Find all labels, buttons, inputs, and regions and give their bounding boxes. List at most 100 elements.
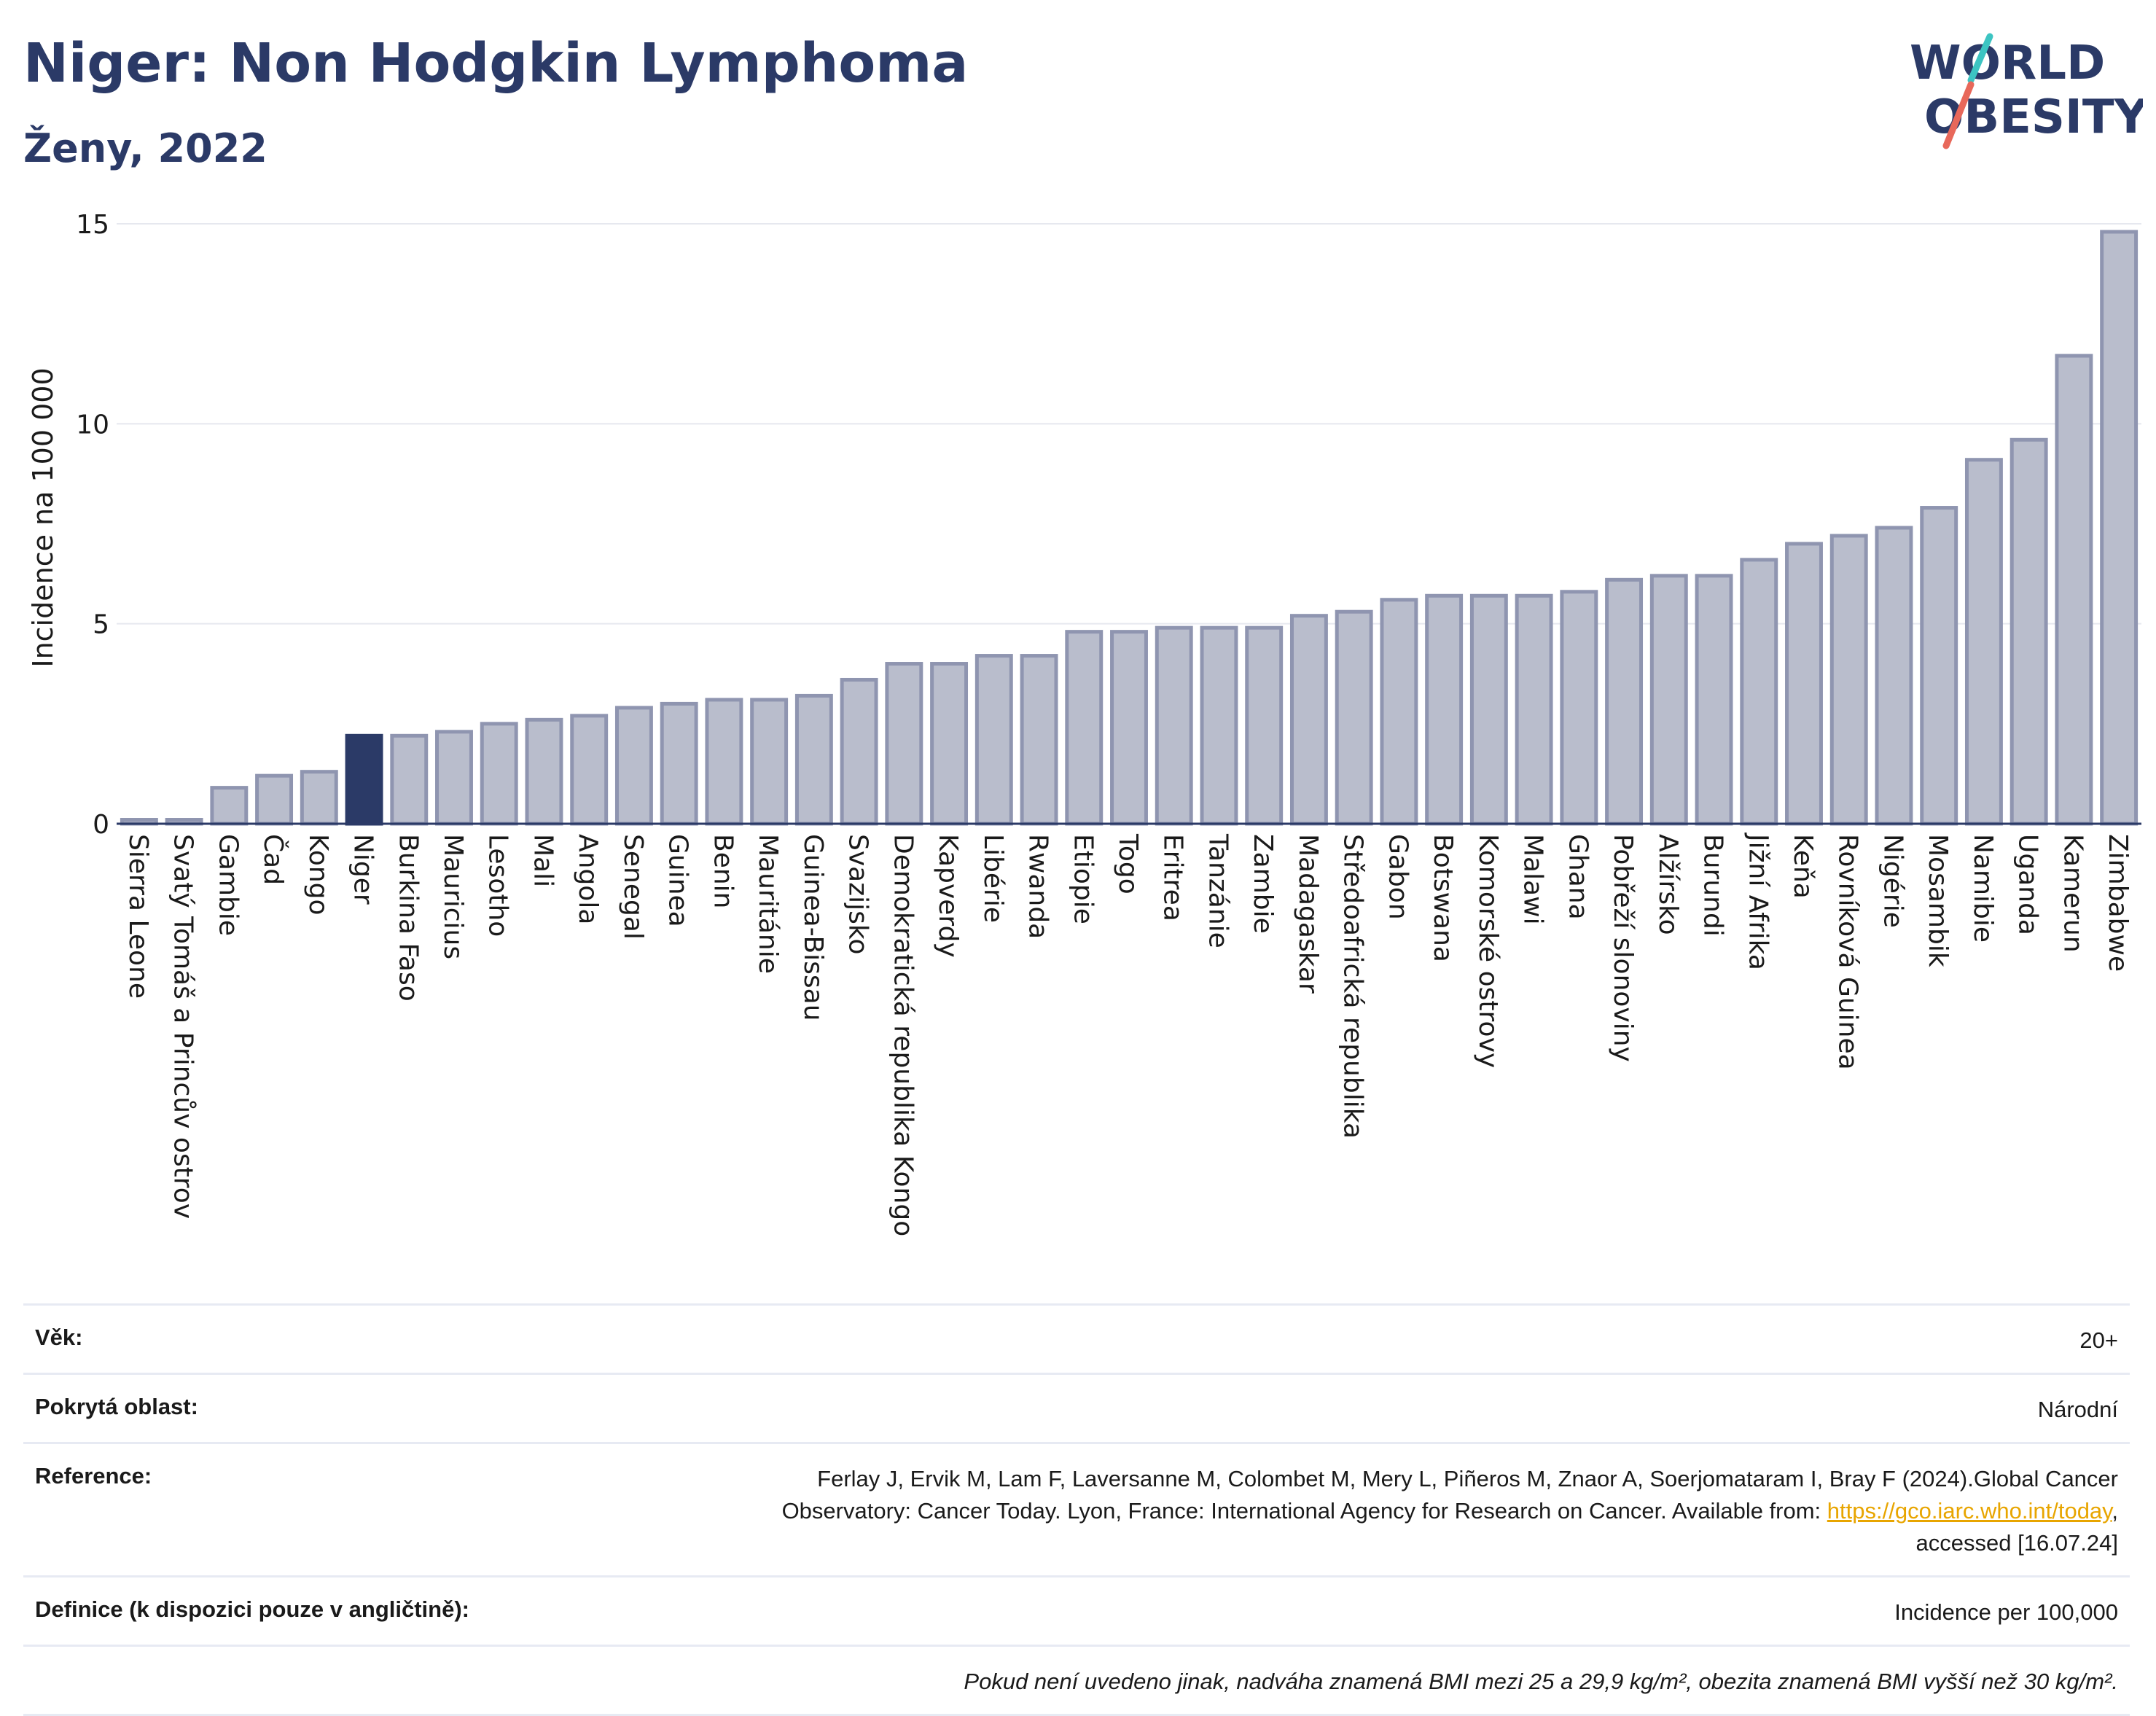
bar-maurit-nie[interactable] bbox=[750, 698, 789, 826]
bar-rwanda[interactable] bbox=[1020, 654, 1058, 826]
x-tick-label: Gambie bbox=[213, 834, 243, 936]
bar-burundi[interactable] bbox=[1695, 574, 1733, 826]
bar-pob-e-slonoviny[interactable] bbox=[1605, 577, 1644, 826]
bar-mali[interactable] bbox=[525, 717, 563, 826]
bar-rovn-kov-guinea[interactable] bbox=[1829, 534, 1868, 826]
y-tick-label: 0 bbox=[93, 810, 109, 840]
bar-demokratick-republika-kongo[interactable] bbox=[885, 662, 923, 826]
meta-row-note: Pokud není uvedeno jinak, nadváha znamen… bbox=[23, 1645, 2130, 1716]
bar-gambie[interactable] bbox=[210, 786, 249, 826]
x-tick-label: Demokratická republika Kongo bbox=[888, 834, 918, 1236]
reference-text-3: , bbox=[2112, 1498, 2118, 1524]
x-tick-label: Sierra Leone bbox=[123, 834, 153, 999]
bar-ji-n-afrika[interactable] bbox=[1740, 558, 1778, 826]
y-tick-label: 5 bbox=[93, 610, 109, 640]
bar-togo[interactable] bbox=[1110, 630, 1148, 826]
x-tick-label: Čad bbox=[258, 834, 289, 885]
bar-guinea-bissau[interactable] bbox=[794, 693, 833, 826]
bar-malawi[interactable] bbox=[1515, 593, 1553, 826]
x-tick-label: Libérie bbox=[978, 834, 1008, 923]
page-subtitle: Ženy, 2022 bbox=[23, 125, 267, 171]
reference-value: Ferlay J, Ervik M, Lam F, Laversanne M, … bbox=[782, 1463, 2118, 1559]
reference-text-2: Observatory: Cancer Today. Lyon, France:… bbox=[781, 1498, 1827, 1524]
x-tick-label: Namibie bbox=[1968, 834, 1998, 943]
meta-row-definition: Definice (k dispozici pouze v angličtině… bbox=[23, 1575, 2130, 1645]
x-tick-label: Ghana bbox=[1563, 834, 1593, 920]
x-tick-label: Komorské ostrovy bbox=[1473, 834, 1503, 1068]
bar-st-edoafrick-republika[interactable] bbox=[1335, 609, 1373, 826]
bar-angola[interactable] bbox=[570, 714, 609, 826]
bar-lesotho[interactable] bbox=[480, 722, 518, 826]
bar-tanz-nie[interactable] bbox=[1200, 625, 1238, 826]
bar-etiopie[interactable] bbox=[1065, 630, 1104, 826]
reference-text-4: accessed [16.07.24] bbox=[1915, 1530, 2118, 1556]
x-tick-label: Rovníková Guinea bbox=[1833, 834, 1863, 1070]
x-tick-label: Angola bbox=[573, 834, 603, 924]
x-tick-label: Niger bbox=[348, 834, 378, 905]
bar-chart: 0 5 10 15 Sierra Leone Svatý Tomáš a Princův … bbox=[27, 210, 2141, 1236]
x-tick-label: Benin bbox=[708, 834, 738, 908]
age-label: Věk: bbox=[35, 1325, 83, 1350]
bar-kongo[interactable] bbox=[300, 770, 338, 826]
bar-benin[interactable] bbox=[705, 698, 743, 826]
bar-lib-rie[interactable] bbox=[975, 654, 1013, 826]
bar-kamerun[interactable] bbox=[2055, 354, 2093, 826]
bar-namibie[interactable] bbox=[1964, 458, 2003, 826]
x-tick-label: Guinea-Bissau bbox=[798, 834, 828, 1021]
x-tick-label: Svatý Tomáš a Princův ostrov bbox=[168, 834, 198, 1219]
area-label: Pokrytá oblast: bbox=[35, 1394, 198, 1419]
axis-layer: 0 5 10 15 Sierra Leone Svatý Tomáš a Princův … bbox=[76, 210, 2141, 1236]
page-title: Niger: Non Hodgkin Lymphoma bbox=[23, 32, 969, 95]
bar--ad[interactable] bbox=[255, 773, 294, 826]
bar-niger[interactable] bbox=[345, 733, 383, 826]
x-tick-label: Kapverdy bbox=[933, 834, 963, 958]
x-tick-label: Nigérie bbox=[1878, 834, 1907, 928]
x-tick-label: Togo bbox=[1113, 833, 1143, 894]
x-tick-label: Kamerun bbox=[2058, 834, 2087, 953]
logo-slash-red bbox=[1942, 81, 1975, 149]
x-tick-label: Senegal bbox=[618, 834, 648, 940]
bar-mosambik[interactable] bbox=[1920, 506, 1958, 826]
age-value: 20+ bbox=[2079, 1327, 2118, 1353]
world-obesity-logo: WORLD OBESITY bbox=[1910, 33, 2143, 149]
x-tick-label: Eritrea bbox=[1158, 834, 1188, 921]
reference-label: Reference: bbox=[35, 1463, 152, 1489]
bar-senegal[interactable] bbox=[614, 706, 653, 826]
bar-zimbabwe[interactable] bbox=[2100, 230, 2139, 826]
metadata-table: Věk: 20+ Pokrytá oblast: Národní Referen… bbox=[23, 1303, 2130, 1716]
bar-al-rsko[interactable] bbox=[1649, 574, 1688, 826]
x-tick-label: Alžírsko bbox=[1653, 834, 1683, 935]
x-tick-label: Rwanda bbox=[1023, 834, 1053, 939]
y-tick-label: 15 bbox=[76, 210, 109, 240]
x-tick-label: Zambie bbox=[1248, 834, 1278, 934]
bar-mauricius[interactable] bbox=[435, 730, 473, 826]
bar-komorsk-ostrovy[interactable] bbox=[1469, 593, 1508, 826]
bar-ke-a[interactable] bbox=[1785, 542, 1823, 826]
bar-burkina-faso[interactable] bbox=[390, 733, 429, 826]
bmi-note: Pokud není uvedeno jinak, nadváha znamen… bbox=[964, 1669, 2118, 1694]
x-tick-label: Svazijsko bbox=[843, 834, 873, 954]
x-tick-label: Malawi bbox=[1518, 834, 1548, 925]
y-tick-label: 10 bbox=[76, 410, 109, 440]
bar-guinea[interactable] bbox=[660, 701, 698, 826]
definition-value: Incidence per 100,000 bbox=[1894, 1599, 2118, 1625]
x-tick-label: Zimbabwe bbox=[2103, 834, 2133, 972]
x-tick-label: Burkina Faso bbox=[393, 834, 423, 1002]
bar-nig-rie[interactable] bbox=[1875, 526, 1913, 826]
reference-link[interactable]: https://gco.iarc.who.int/today bbox=[1827, 1498, 2112, 1524]
bar-kapverdy[interactable] bbox=[930, 662, 969, 826]
bar-zambie[interactable] bbox=[1245, 625, 1284, 826]
bar-botswana[interactable] bbox=[1425, 593, 1464, 826]
bar-madagaskar[interactable] bbox=[1289, 614, 1328, 826]
bar-ghana[interactable] bbox=[1560, 590, 1598, 826]
x-tick-label: Lesotho bbox=[483, 834, 513, 937]
bar-eritrea[interactable] bbox=[1155, 625, 1193, 826]
x-tick-label: Uganda bbox=[2013, 834, 2043, 935]
bar-uganda[interactable] bbox=[2009, 437, 2048, 826]
bar-gabon[interactable] bbox=[1380, 598, 1418, 826]
x-tick-label: Botswana bbox=[1428, 834, 1458, 962]
definition-label: Definice (k dispozici pouze v angličtině… bbox=[35, 1596, 469, 1622]
bar-svazijsko[interactable] bbox=[840, 677, 878, 826]
area-value: Národní bbox=[2037, 1397, 2118, 1422]
x-tick-label: Jižní Afrika bbox=[1743, 832, 1773, 970]
